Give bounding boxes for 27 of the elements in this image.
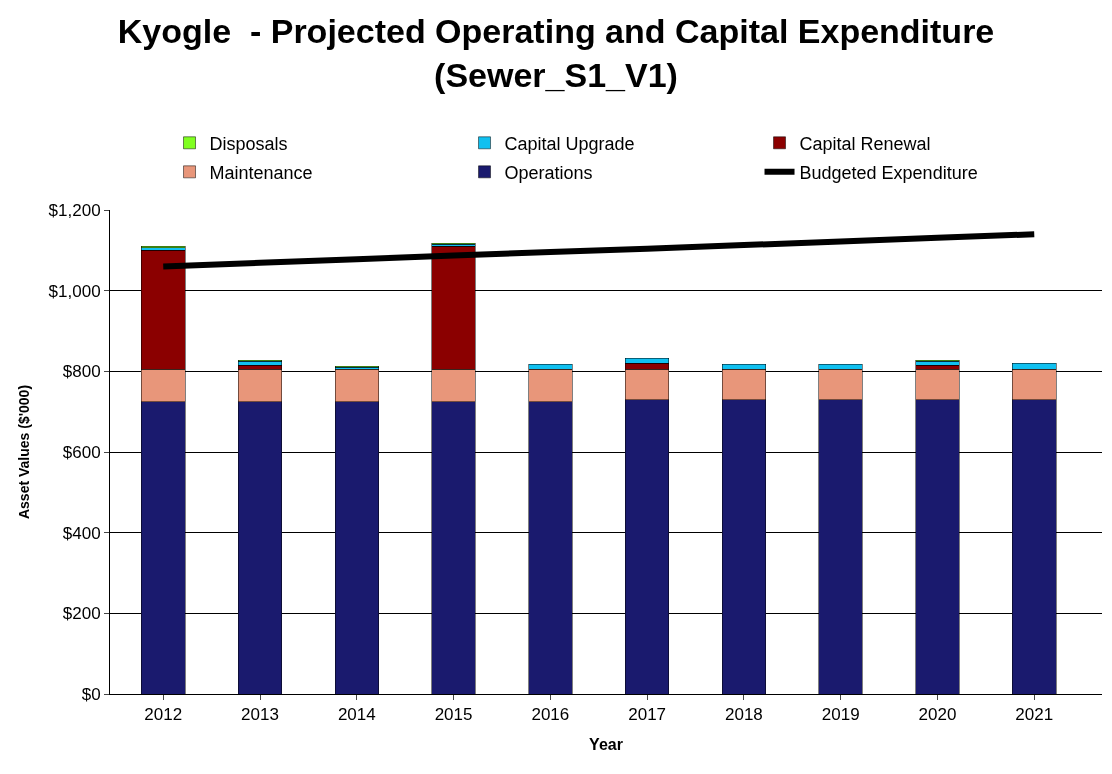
- legend-label: Operations: [504, 162, 593, 183]
- x-tick-label: 2017: [628, 705, 667, 725]
- legend-label: Maintenance: [209, 162, 313, 183]
- y-tick-label: $0: [81, 684, 101, 704]
- y-tick-label: $400: [62, 523, 101, 543]
- chart-title: Kyogle - Projected Operating and Capital Expenditure (Sewer_S1_V1): [117, 11, 995, 94]
- x-tick-label: 2020: [918, 705, 957, 725]
- x-tick-label: 2018: [725, 705, 763, 725]
- legend-label: Capital Renewal: [799, 133, 931, 154]
- x-tick-label: 2012: [144, 705, 183, 725]
- y-tick-label: $200: [62, 604, 101, 624]
- y-tick-label: $800: [62, 362, 101, 382]
- x-axis-title: Year: [589, 736, 623, 754]
- y-tick-label: $600: [62, 442, 101, 462]
- legend-label: Budgeted Expenditure: [799, 162, 978, 183]
- y-tick-label: $1,200: [48, 200, 101, 220]
- x-tick-label: 2019: [821, 705, 860, 725]
- y-tick-label: $1,000: [48, 281, 101, 301]
- legend-label: Disposals: [209, 133, 288, 154]
- x-tick-label: 2015: [434, 705, 473, 725]
- x-tick-label: 2014: [337, 705, 376, 725]
- x-tick-label: 2016: [531, 705, 570, 725]
- x-tick-label: 2013: [241, 705, 279, 725]
- legend-label: Capital Upgrade: [504, 133, 635, 154]
- x-tick-label: 2021: [1015, 705, 1054, 725]
- bar: [915, 361, 960, 366]
- y-axis-title: Asset Values ($'000): [16, 384, 33, 520]
